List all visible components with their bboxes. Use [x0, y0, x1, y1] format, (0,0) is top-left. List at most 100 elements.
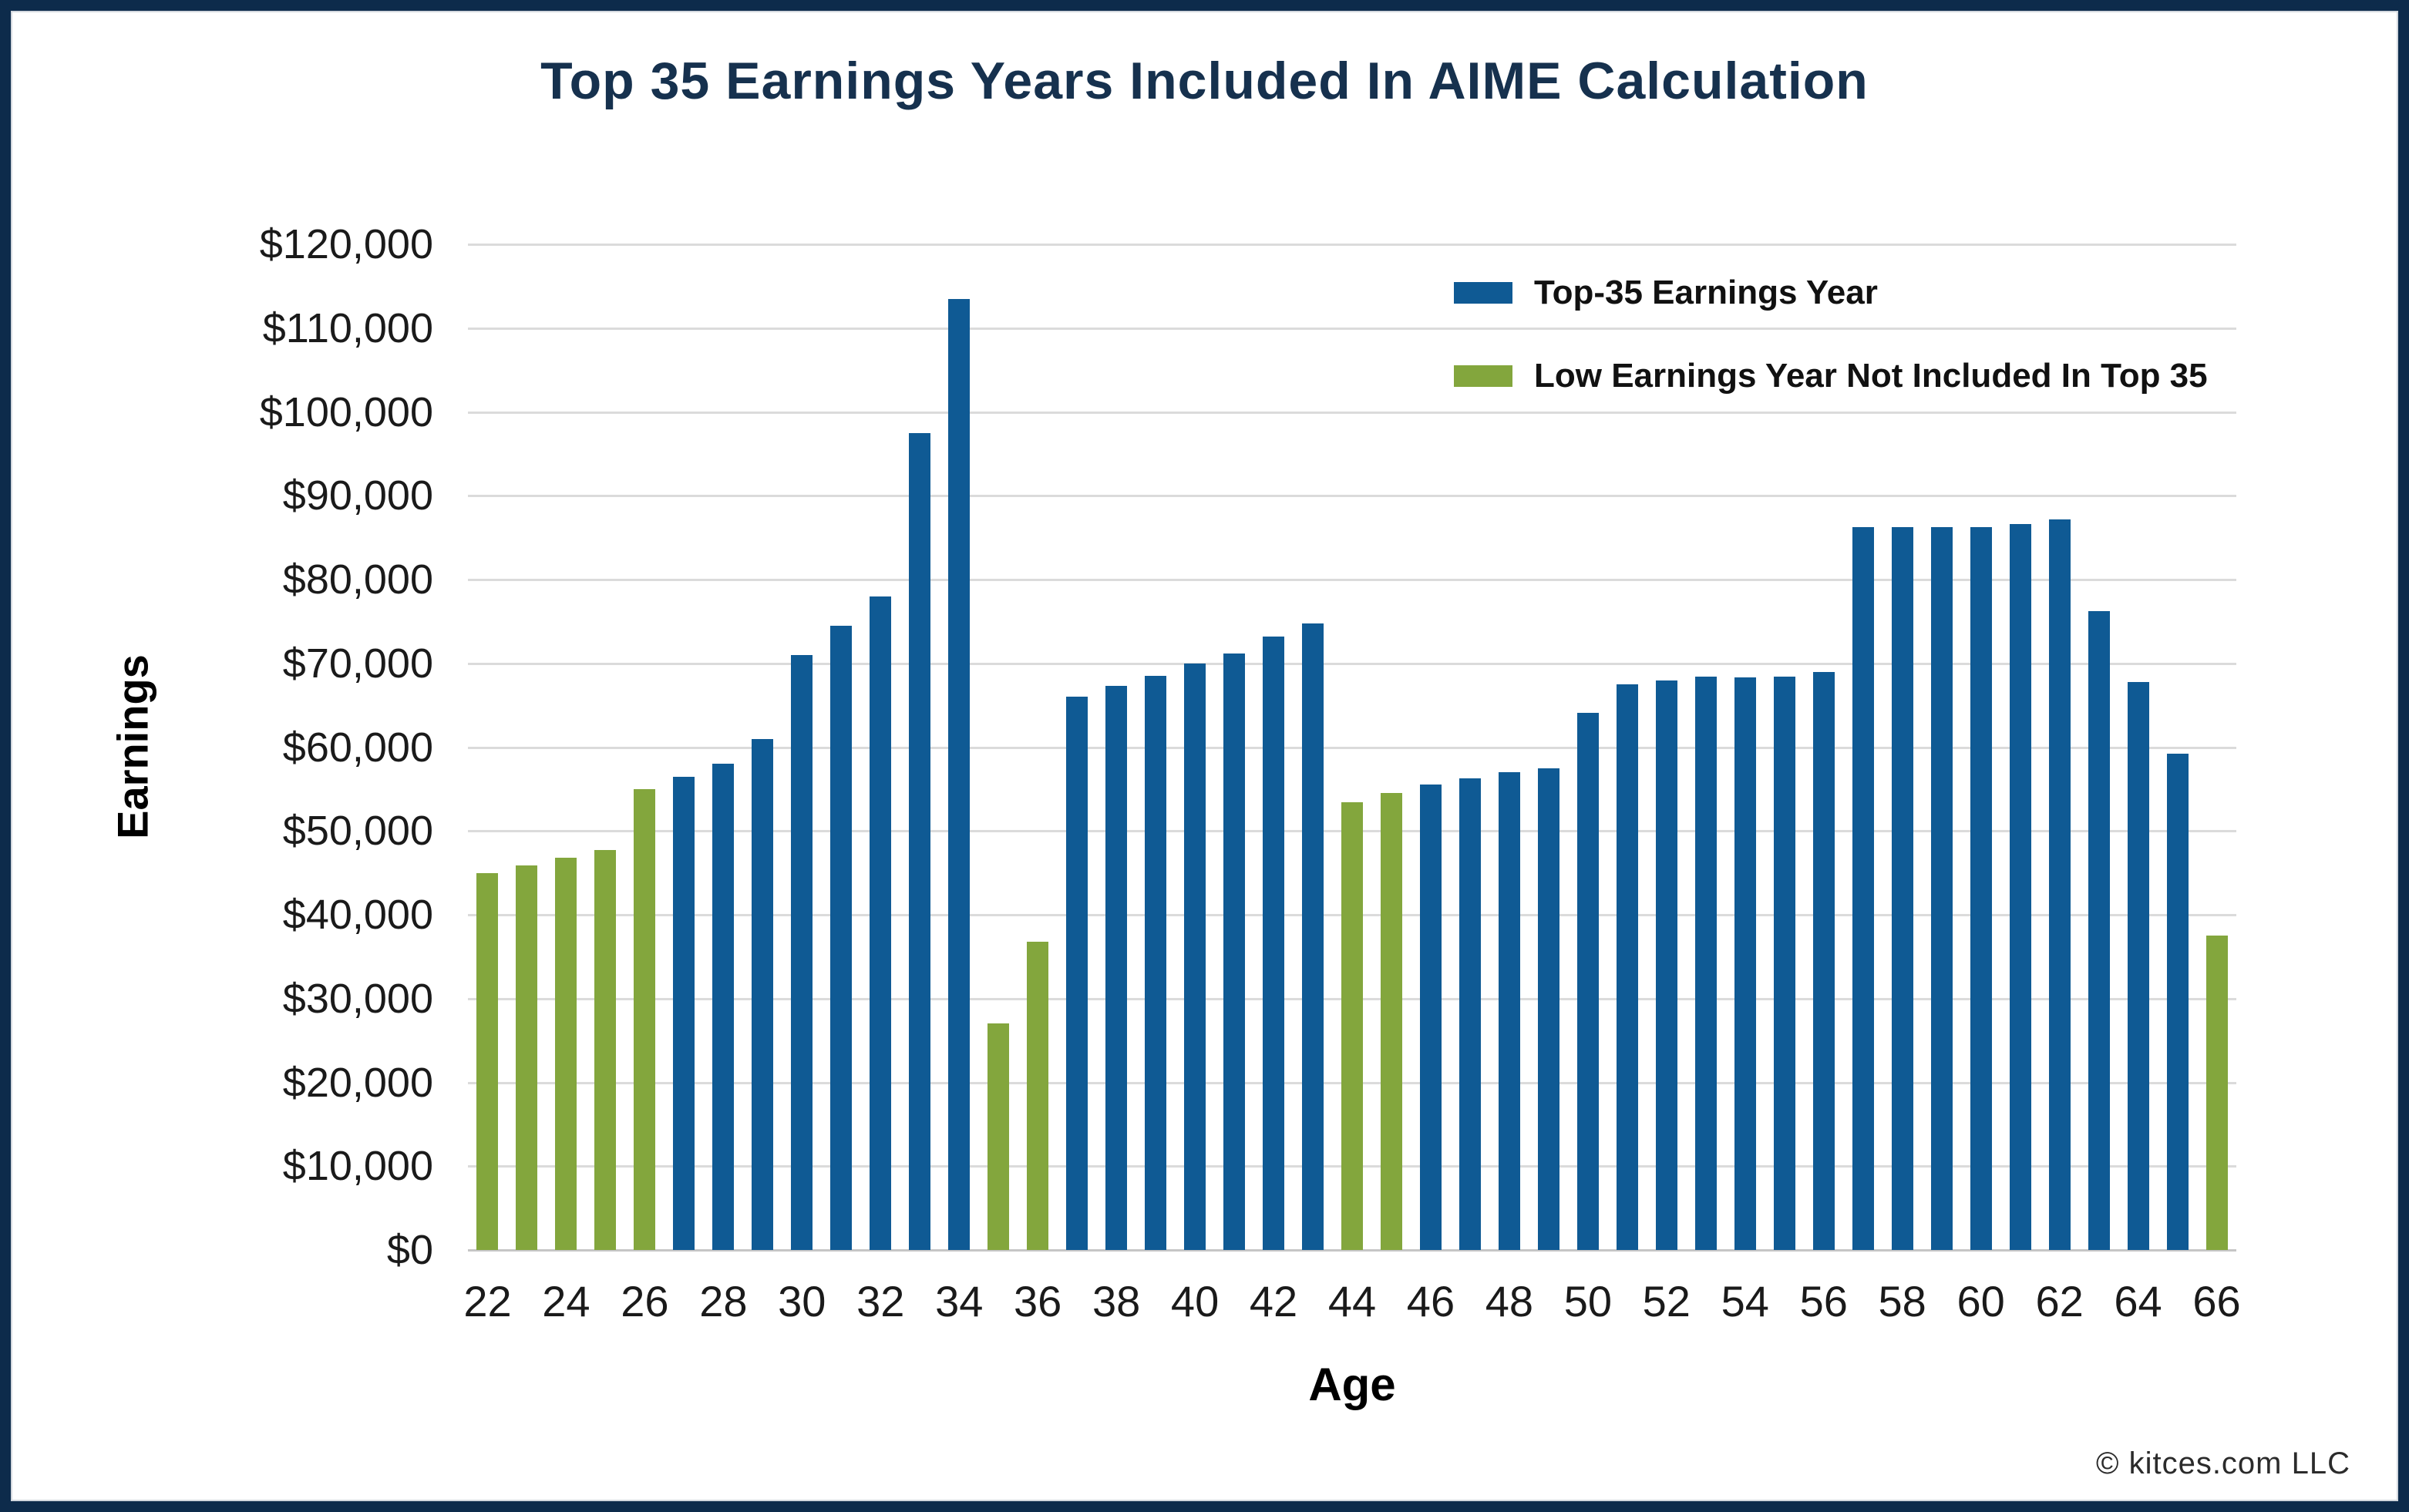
x-tick-label: 32: [856, 1277, 905, 1326]
bar-age-65: [2166, 754, 2189, 1250]
x-tick-label: 40: [1170, 1277, 1220, 1326]
legend-label-low-earnings: Low Earnings Year Not Included In Top 35: [1534, 357, 2208, 395]
gridline: [468, 579, 2236, 581]
bar-age-29: [752, 738, 774, 1250]
bar-age-60: [1970, 526, 1992, 1250]
bar-age-51: [1616, 684, 1638, 1250]
bar-age-64: [2127, 681, 2149, 1250]
x-tick-label: 44: [1327, 1277, 1377, 1326]
x-tick-label: 48: [1485, 1277, 1534, 1326]
bar-age-47: [1459, 778, 1481, 1250]
bar-age-50: [1576, 712, 1599, 1250]
x-tick-label: 66: [2192, 1277, 2241, 1326]
bar-age-42: [1263, 636, 1285, 1250]
bar-age-27: [673, 776, 695, 1250]
bar-age-34: [948, 298, 971, 1250]
x-tick-label: 24: [542, 1277, 590, 1326]
copyright-text: © kitces.com LLC: [2095, 1446, 2350, 1480]
x-tick-label: 34: [935, 1277, 984, 1326]
bar-age-46: [1419, 785, 1442, 1250]
bar-age-31: [830, 625, 853, 1250]
bar-age-35: [987, 1023, 1010, 1250]
y-axis-tick-labels: $120,000 $110,000 $100,000 $90,000 $80,000 $7…: [11, 221, 433, 1273]
bar-age-62: [2048, 519, 2071, 1250]
y-tick-label: $60,000: [282, 724, 433, 771]
bar-age-24: [555, 858, 577, 1250]
y-tick-label: $70,000: [282, 640, 433, 687]
bar-age-48: [1498, 772, 1520, 1250]
bar-age-39: [1145, 676, 1167, 1250]
plot-area: [468, 244, 2236, 1252]
bar-age-33: [909, 432, 931, 1250]
bar-age-49: [1537, 768, 1559, 1250]
bar-age-66: [2205, 936, 2228, 1250]
bar-age-40: [1184, 663, 1206, 1250]
x-axis-baseline: [468, 1249, 2236, 1252]
y-tick-label: $80,000: [282, 556, 433, 603]
bar-age-53: [1694, 677, 1717, 1250]
bar-age-26: [634, 788, 656, 1250]
bar-age-25: [594, 850, 617, 1250]
bar-age-28: [712, 764, 735, 1250]
x-tick-label: 26: [621, 1277, 669, 1326]
x-tick-label: 54: [1721, 1277, 1769, 1326]
chart-title: Top 35 Earnings Years Included In AIME C…: [540, 52, 1869, 110]
x-tick-label: 58: [1878, 1277, 1926, 1326]
gridline: [468, 244, 2236, 246]
y-tick-label: $10,000: [282, 1143, 433, 1190]
x-tick-label: 56: [1799, 1277, 1848, 1326]
x-tick-label: 30: [778, 1277, 826, 1326]
legend-item-top-35: Top-35 Earnings Year: [1454, 272, 1878, 314]
x-tick-label: 52: [1642, 1277, 1691, 1326]
bar-age-54: [1734, 677, 1756, 1250]
bar-age-56: [1812, 671, 1835, 1250]
legend-swatch-low-earnings: [1454, 365, 1512, 387]
y-tick-label: $30,000: [282, 975, 433, 1022]
legend-swatch-top-35: [1454, 282, 1512, 304]
bar-age-37: [1066, 697, 1088, 1250]
bar-age-43: [1302, 623, 1324, 1250]
x-axis-tick-labels: 22 24 26 28 30 32 34 36 38 40 42 44 46 48 50 52 54 56 58 60…: [463, 1276, 2240, 1338]
y-axis-title: Earnings: [108, 654, 157, 839]
y-tick-label: $120,000: [259, 221, 433, 267]
legend-item-low-earnings: Low Earnings Year Not Included In Top 35: [1454, 355, 2208, 397]
y-tick-label: $100,000: [259, 388, 433, 435]
gridline: [468, 662, 2236, 665]
bar-age-22: [476, 872, 499, 1250]
x-tick-label: 64: [2114, 1277, 2162, 1326]
bar-age-44: [1341, 802, 1363, 1250]
y-tick-label: $0: [386, 1227, 433, 1273]
bar-age-41: [1223, 653, 1246, 1250]
x-tick-label: 50: [1563, 1277, 1613, 1326]
bar-age-23: [516, 865, 538, 1250]
x-tick-label: 60: [1956, 1277, 2005, 1326]
x-tick-label: 46: [1406, 1277, 1455, 1326]
bar-age-32: [870, 596, 892, 1250]
x-tick-label: 62: [2035, 1277, 2084, 1326]
bar-age-45: [1380, 793, 1402, 1250]
bar-age-36: [1027, 941, 1049, 1250]
bar-age-55: [1773, 677, 1795, 1250]
gridline: [468, 327, 2236, 330]
gridline: [468, 746, 2236, 749]
x-axis-title: Age: [1308, 1359, 1396, 1410]
y-tick-label: $110,000: [262, 304, 433, 351]
bar-age-52: [1655, 680, 1677, 1250]
bar-age-57: [1852, 526, 1874, 1250]
x-tick-label: 38: [1092, 1277, 1141, 1326]
y-tick-label: $20,000: [282, 1059, 433, 1106]
x-tick-label: 22: [463, 1277, 512, 1326]
bar-age-38: [1105, 686, 1128, 1250]
x-tick-label: 36: [1014, 1277, 1062, 1326]
x-tick-label: 28: [699, 1277, 748, 1326]
gridline: [468, 411, 2236, 414]
bar-age-61: [2009, 524, 2031, 1250]
bar-age-30: [791, 654, 813, 1250]
y-tick-label: $90,000: [282, 472, 433, 519]
bar-age-59: [1930, 526, 1953, 1250]
y-tick-label: $40,000: [282, 892, 433, 938]
bar-age-58: [1891, 526, 1913, 1250]
y-tick-label: $50,000: [282, 808, 433, 855]
bar-age-63: [2088, 611, 2110, 1250]
